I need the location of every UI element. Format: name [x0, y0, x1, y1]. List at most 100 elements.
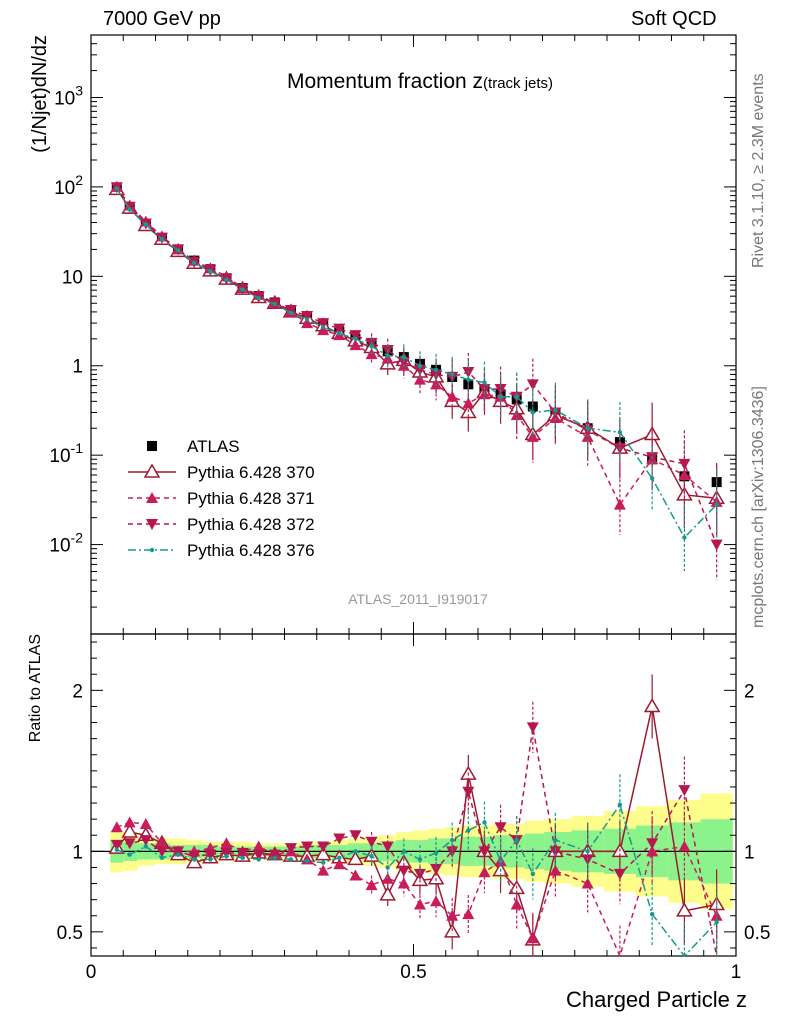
ratio-line-pythia-6-428-376: [116, 802, 718, 958]
ratio-point: [413, 868, 426, 880]
ratio-point: [272, 855, 278, 860]
ratio-panel-frame: [90, 633, 737, 957]
ratio-point: [430, 895, 443, 907]
main-point: [317, 318, 330, 330]
main-point: [301, 311, 314, 323]
ratio-point: [646, 838, 659, 850]
ratio-point: [613, 868, 626, 880]
main-point: [256, 295, 261, 301]
main-point: [678, 458, 691, 470]
ratio-point: [139, 835, 152, 847]
ratio-point: [317, 841, 330, 853]
ratio-series-pythia-6-428-372: [110, 701, 718, 957]
ratio-point: [114, 847, 120, 852]
main-point: [649, 476, 655, 481]
main-point: [417, 363, 423, 368]
plot-title: Momentum fraction z(track jets): [287, 70, 553, 93]
main-point: [272, 301, 278, 307]
ratio-point: [710, 909, 723, 921]
main-point: [337, 331, 342, 336]
ratio-point: [349, 830, 362, 842]
main-point: [143, 222, 149, 227]
main-point: [333, 323, 346, 335]
main-point: [450, 372, 455, 377]
ratio-point: [304, 858, 310, 864]
ratio-point: [314, 846, 332, 861]
ratio-point: [333, 833, 346, 845]
main-point: [304, 317, 310, 322]
ratio-point: [123, 816, 136, 828]
ratio-point: [446, 846, 459, 858]
main-point: [714, 502, 719, 507]
source-label: mcplots.cern.ch [arXiv:1306.3436]: [750, 386, 767, 628]
main-point: [127, 207, 132, 212]
main-point: [678, 469, 691, 481]
ratio-point: [526, 722, 539, 734]
ratio-point: [121, 823, 139, 838]
ratio-point: [397, 865, 410, 877]
ratio-point: [143, 844, 149, 849]
ratio-point: [553, 837, 558, 843]
main-point: [617, 430, 623, 435]
main-point: [317, 324, 330, 336]
ratio-point: [155, 837, 168, 849]
ratio-point: [365, 879, 378, 891]
legend-marker-pythia-6-428-372: [146, 519, 158, 530]
ratio-point: [317, 864, 330, 876]
main-point: [526, 379, 539, 391]
ratio-point: [208, 857, 213, 862]
main-point: [321, 324, 326, 330]
ratio-point: [236, 847, 249, 859]
ratio-point: [268, 849, 281, 861]
ratio-point: [401, 849, 407, 854]
ratio-axis-label: Ratio to ATLAS: [27, 634, 44, 742]
legend-marker-pythia-6-428-371: [146, 492, 158, 503]
main-point: [397, 357, 410, 369]
main-point: [433, 367, 439, 373]
ratio-point: [643, 697, 661, 713]
ratio-point: [349, 869, 362, 881]
ratio-point: [417, 857, 423, 862]
ratio-y-tick-label-right: 2: [744, 681, 755, 702]
main-point: [240, 287, 245, 292]
main-point: [482, 380, 487, 385]
y-tick-label: 102: [54, 172, 83, 199]
ratio-point: [714, 919, 719, 925]
y-tick-label: 10: [62, 267, 83, 288]
main-point: [208, 269, 213, 274]
header-right: Soft QCD: [631, 8, 717, 30]
ratio-point: [159, 855, 165, 860]
ratio-y-tick-label-left: 1: [72, 842, 83, 863]
legend-label-pythia-6-428-372: Pythia 6.428 372: [187, 515, 315, 534]
main-point: [385, 353, 390, 358]
main-point: [413, 364, 426, 376]
main-point: [114, 186, 120, 191]
ratio-point: [353, 849, 358, 854]
main-point: [553, 407, 558, 413]
rivet-label: Rivet 3.1.10, ≥ 2.3M events: [750, 73, 767, 268]
legend-marker-atlas: [147, 441, 157, 451]
main-point: [381, 352, 394, 364]
y-tick-label: 103: [54, 82, 83, 109]
legend-marker-pythia-6-428-370: [143, 463, 161, 478]
ratio-point: [369, 853, 374, 859]
axis-ticks: [90, 34, 737, 956]
ratio-point: [220, 847, 233, 859]
y-tick-label: 1: [72, 357, 83, 378]
ratio-point: [585, 849, 590, 854]
main-point: [401, 354, 407, 360]
ratio-point: [192, 857, 197, 862]
ratio-point: [110, 821, 123, 833]
ratio-point: [450, 837, 455, 843]
legend: ATLAS Pythia 6.428 370 Pythia 6.428 371 Pyt…: [128, 437, 315, 560]
legend-label-atlas: ATLAS: [187, 437, 240, 456]
ratio-point: [381, 841, 394, 853]
header-left: 7000 GeV pp: [103, 8, 221, 30]
main-point: [710, 539, 723, 551]
main-point: [446, 390, 459, 402]
y-axis-label: (1/Njet)dN/dz: [29, 35, 51, 153]
legend-label-pythia-6-428-371: Pythia 6.428 371: [187, 489, 315, 508]
ratio-point: [466, 828, 471, 833]
ratio-point: [446, 909, 459, 921]
y-tick-label: 10-2: [49, 530, 83, 557]
